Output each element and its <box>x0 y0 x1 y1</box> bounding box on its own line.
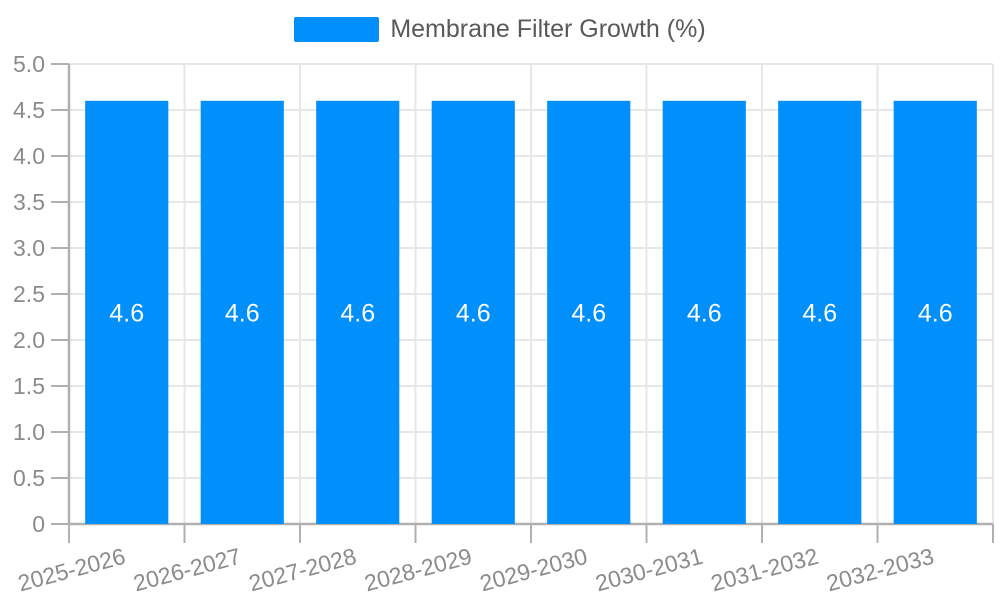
legend: Membrane Filter Growth (%) <box>0 17 1000 42</box>
x-axis-label: 2030-2031 <box>593 543 706 597</box>
bar-value-label: 4.6 <box>225 299 260 327</box>
bar-value-label: 4.6 <box>802 299 837 327</box>
y-axis-label: 0.5 <box>13 465 45 491</box>
bar[interactable] <box>893 100 977 525</box>
bar[interactable] <box>85 100 169 525</box>
bar-value-label: 4.6 <box>109 299 144 327</box>
x-axis-label: 2032-2033 <box>824 543 937 597</box>
y-axis-label: 4.5 <box>13 97 45 123</box>
bar[interactable] <box>778 100 862 525</box>
y-axis-label: 1.5 <box>13 373 45 399</box>
bar-value-label: 4.6 <box>687 299 722 327</box>
y-axis-label: 3.5 <box>13 189 45 215</box>
x-axis-label: 2025-2026 <box>15 543 128 597</box>
legend-label: Membrane Filter Growth (%) <box>390 15 706 43</box>
bar[interactable] <box>662 100 746 525</box>
legend-swatch-icon <box>294 17 380 42</box>
x-axis-label: 2027-2028 <box>246 543 359 597</box>
bar[interactable] <box>316 100 400 525</box>
y-axis-label: 5.0 <box>13 51 45 77</box>
x-axis-label: 2026-2027 <box>131 543 244 597</box>
y-axis-label: 4.0 <box>13 143 45 169</box>
x-axis-label: 2029-2030 <box>477 543 590 597</box>
bar-value-label: 4.6 <box>918 299 953 327</box>
y-axis-label: 3.0 <box>13 235 45 261</box>
y-axis-label: 1.0 <box>13 419 45 445</box>
y-axis-label: 0 <box>32 511 45 537</box>
bar[interactable] <box>547 100 631 525</box>
bar-value-label: 4.6 <box>456 299 491 327</box>
bar[interactable] <box>200 100 284 525</box>
y-axis-label: 2.5 <box>13 281 45 307</box>
y-axis-label: 2.0 <box>13 327 45 353</box>
bar-value-label: 4.6 <box>340 299 375 327</box>
x-axis-label: 2028-2029 <box>362 543 475 597</box>
x-axis-label: 2031-2032 <box>708 543 821 597</box>
bar[interactable] <box>431 100 515 525</box>
legend-item[interactable]: Membrane Filter Growth (%) <box>294 15 706 43</box>
bar-value-label: 4.6 <box>571 299 606 327</box>
